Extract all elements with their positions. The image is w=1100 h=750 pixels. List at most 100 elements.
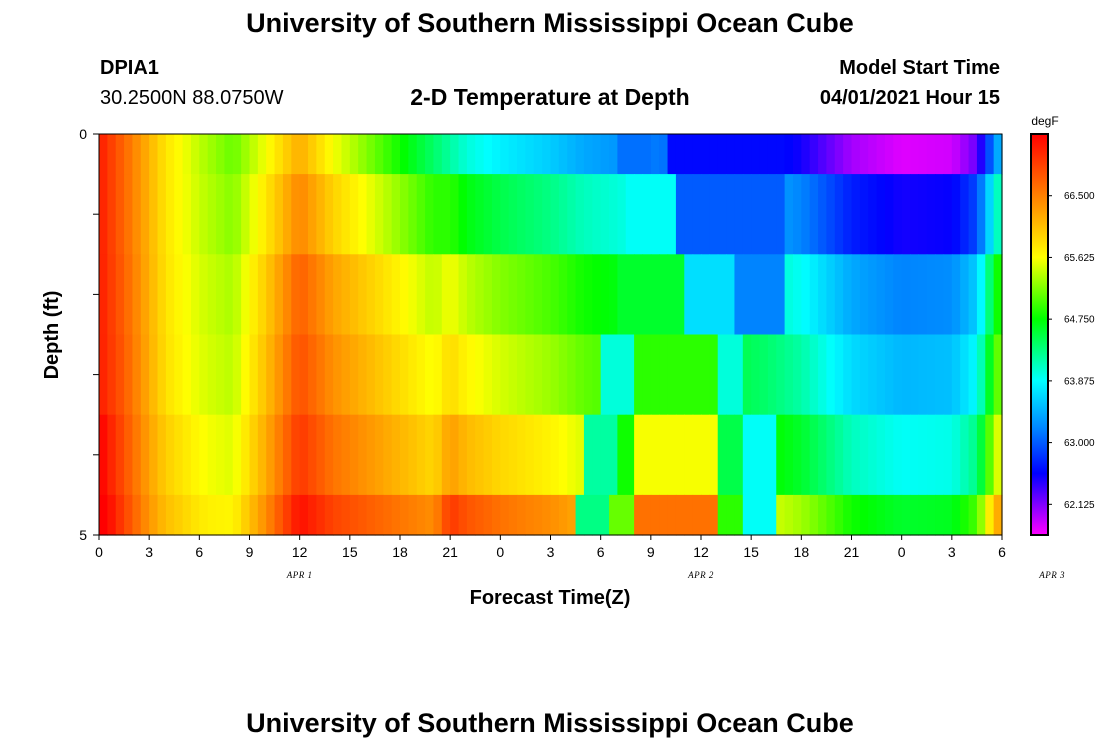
heatmap-cell xyxy=(767,414,777,496)
heatmap-cell xyxy=(199,254,209,336)
heatmap-cell xyxy=(659,494,669,536)
heatmap-cell xyxy=(751,334,761,416)
heatmap-cell xyxy=(910,414,919,496)
heatmap-cell xyxy=(876,494,886,536)
heatmap-cell xyxy=(132,414,142,496)
heatmap-cell xyxy=(901,494,911,536)
heatmap-cell xyxy=(851,134,861,175)
heatmap-cell xyxy=(207,494,217,536)
heatmap-cell xyxy=(316,494,326,536)
heatmap-cell xyxy=(241,174,251,255)
heatmap-cell xyxy=(182,134,192,175)
heatmap-cell xyxy=(333,334,343,416)
heatmap-cell xyxy=(458,494,468,536)
colorbar-tick-label: 62.125 xyxy=(1064,500,1095,511)
heatmap-cell xyxy=(609,254,618,336)
heatmap-cell xyxy=(709,334,719,416)
heatmap-cell xyxy=(324,414,334,496)
heatmap-cell xyxy=(910,334,919,416)
heatmap-cell xyxy=(926,254,936,336)
heatmap-cell xyxy=(701,254,710,336)
heatmap-cell xyxy=(834,174,844,255)
heatmap-cell xyxy=(483,334,493,416)
heatmap-cell xyxy=(901,174,911,255)
heatmap-cell xyxy=(341,174,351,255)
heatmap-cell xyxy=(659,254,669,336)
heatmap-cell xyxy=(475,254,485,336)
heatmap-cell xyxy=(809,134,819,175)
heatmap-cell xyxy=(642,494,652,536)
heatmap-cell xyxy=(583,334,593,416)
heatmap-cell xyxy=(650,494,660,536)
heatmap-cell xyxy=(366,334,376,416)
heatmap-cell xyxy=(951,254,961,336)
heatmap-cell xyxy=(801,254,811,336)
heatmap-cell xyxy=(266,494,276,536)
x-tick-label: 6 xyxy=(998,544,1006,560)
x-tick-label: 3 xyxy=(948,544,956,560)
heatmap-cell xyxy=(416,334,426,416)
heatmap-cell xyxy=(583,494,593,536)
heatmap-cell xyxy=(943,134,953,175)
heatmap-cell xyxy=(692,414,702,496)
heatmap-cell xyxy=(851,174,861,255)
heatmap-cell xyxy=(843,134,853,175)
heatmap-cell xyxy=(475,334,485,416)
heatmap-cell xyxy=(592,494,602,536)
heatmap-cell xyxy=(341,334,351,416)
heatmap-cell xyxy=(500,174,510,255)
heatmap-cell xyxy=(792,494,802,536)
heatmap-cell xyxy=(609,134,618,175)
heatmap-cell xyxy=(115,174,125,255)
heatmap-cell xyxy=(717,494,727,536)
heatmap-cell xyxy=(993,494,1003,536)
heatmap-cell xyxy=(592,334,602,416)
heatmap-cell xyxy=(483,414,493,496)
heatmap-cell xyxy=(333,254,343,336)
heatmap-cell xyxy=(960,254,970,336)
heatmap-cell xyxy=(558,494,568,536)
heatmap-cell xyxy=(517,334,527,416)
heatmap-cell xyxy=(776,494,786,536)
heatmap-cell xyxy=(199,494,209,536)
heatmap-cell xyxy=(525,254,535,336)
heatmap-cell xyxy=(383,334,393,416)
heatmap-cell xyxy=(458,134,468,175)
heatmap-cell xyxy=(274,494,284,536)
heatmap-cell xyxy=(425,334,435,416)
heatmap-cell xyxy=(634,134,644,175)
heatmap-cell xyxy=(692,334,702,416)
heatmap-cell xyxy=(943,494,953,536)
heatmap-cell xyxy=(157,414,167,496)
date-label: APR 3 xyxy=(1038,570,1065,580)
heatmap-cell xyxy=(282,134,292,175)
heatmap-cell xyxy=(617,334,627,416)
heatmap-cell xyxy=(751,254,761,336)
heatmap-cell xyxy=(951,134,961,175)
heatmap-cell xyxy=(918,134,928,175)
heatmap-cell xyxy=(550,174,560,255)
heatmap-cell xyxy=(433,254,443,336)
heatmap-cell xyxy=(893,414,903,496)
heatmap-cell xyxy=(207,134,217,175)
heatmap-cell xyxy=(734,174,744,255)
heatmap-cell xyxy=(383,254,393,336)
heatmap-cell xyxy=(642,134,652,175)
heatmap-cell xyxy=(508,174,518,255)
heatmap-cell xyxy=(316,174,326,255)
heatmap-cell xyxy=(818,494,828,536)
heatmap-cell xyxy=(684,334,694,416)
heatmap-cell xyxy=(675,334,685,416)
heatmap-cell xyxy=(600,334,610,416)
heatmap-cell xyxy=(709,494,719,536)
heatmap-cell xyxy=(826,134,836,175)
heatmap-cell xyxy=(157,174,167,255)
heatmap-cell xyxy=(333,134,343,175)
heatmap-cell xyxy=(266,134,276,175)
heatmap-cell xyxy=(257,134,267,175)
heatmap-cell xyxy=(224,174,234,255)
heatmap-cell xyxy=(232,494,242,536)
heatmap-cell xyxy=(107,414,117,496)
heatmap-cell xyxy=(843,494,853,536)
heatmap-cell xyxy=(575,494,585,536)
